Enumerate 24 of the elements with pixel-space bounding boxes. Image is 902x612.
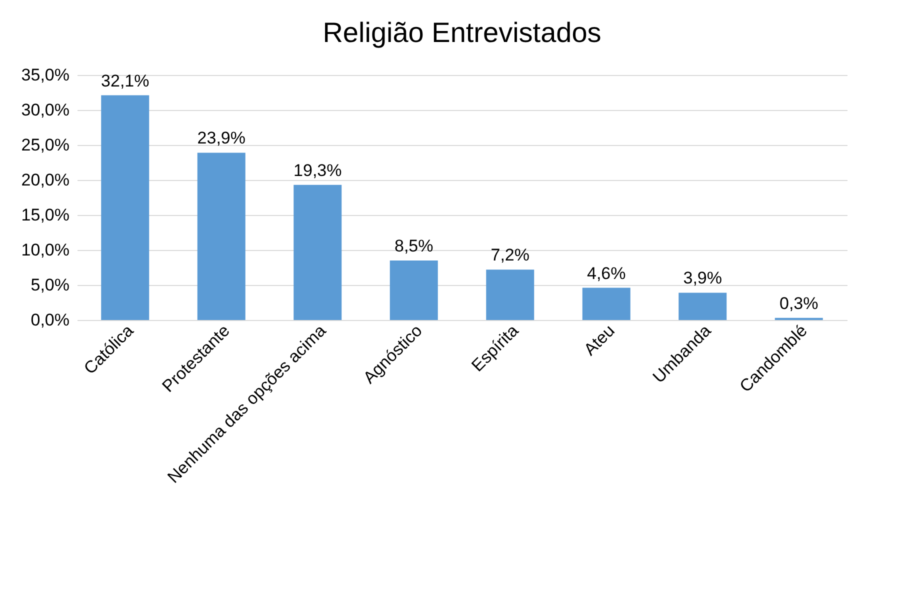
data-label: 32,1% xyxy=(101,71,150,90)
data-label: 0,3% xyxy=(780,294,818,313)
data-label: 3,9% xyxy=(683,268,722,288)
y-tick-label: 15,0% xyxy=(21,206,70,224)
bar xyxy=(582,288,630,320)
y-tick-label: 5,0% xyxy=(30,276,70,294)
bar xyxy=(197,152,246,320)
y-tick-label: 30,0% xyxy=(21,100,70,120)
chart-title: Religião Entrevistados xyxy=(322,17,602,48)
data-label: 4,6% xyxy=(587,264,626,283)
bar xyxy=(101,95,150,320)
data-label: 19,3% xyxy=(294,160,342,180)
y-tick-label: 20,0% xyxy=(21,170,70,190)
y-tick-label: 10,0% xyxy=(21,240,70,260)
bar xyxy=(390,260,438,320)
data-label: 23,9% xyxy=(197,128,246,148)
data-label: 8,5% xyxy=(394,236,434,256)
y-tick-label: 0,0% xyxy=(30,310,70,330)
y-tick-label: 25,0% xyxy=(21,136,70,154)
bar xyxy=(486,270,534,320)
data-label: 7,2% xyxy=(490,246,530,265)
bar xyxy=(294,184,342,320)
y-tick-label: 35,0% xyxy=(21,66,70,84)
bar xyxy=(678,292,727,320)
